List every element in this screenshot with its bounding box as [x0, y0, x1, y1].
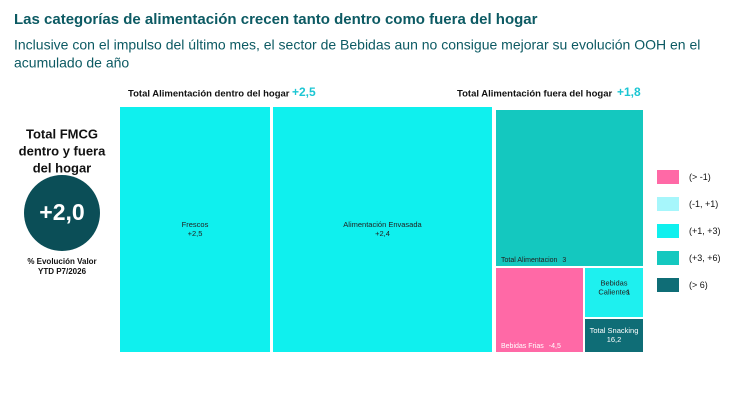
tile-value: +2,5: [188, 229, 203, 238]
tile: [120, 107, 270, 352]
kpi-label: del hogar: [33, 160, 92, 175]
kpi-circle: [24, 175, 100, 251]
tile: [496, 110, 643, 266]
kpi-note: YTD P7/2026: [38, 267, 87, 276]
tile-name: Total Snacking: [590, 326, 639, 335]
group-value: +1,8: [617, 85, 641, 99]
legend-label: (-1, +1): [689, 199, 718, 209]
title: Las categorías de alimentación crecen ta…: [14, 11, 538, 28]
legend-label: (+1, +3): [689, 226, 721, 236]
tile-value: 16,2: [607, 335, 622, 344]
legend-swatch: [657, 224, 679, 238]
legend-label: (> -1): [689, 172, 711, 182]
tile-name: Frescos: [182, 220, 209, 229]
subtitle: acumulado de año: [14, 55, 129, 71]
group-name: Total Alimentación dentro del hogar: [128, 89, 290, 100]
tile: [585, 268, 643, 317]
group-name: Total Alimentación fuera del hogar: [457, 89, 612, 100]
kpi-value: +2,0: [39, 199, 84, 225]
tile-name: Bebidas Frias: [501, 343, 544, 350]
legend-swatch: [657, 197, 679, 211]
group-value: +2,5: [292, 85, 316, 99]
tile-name: Total Alimentacion: [501, 257, 558, 264]
tile-name: Bebidas: [600, 278, 627, 287]
tile-value: 3: [562, 257, 566, 264]
kpi-label: dentro y fuera: [19, 143, 106, 158]
tile-name: Calientes: [598, 287, 630, 296]
legend-swatch: [657, 251, 679, 265]
subtitle: Inclusive con el impulso del último mes,…: [14, 37, 700, 53]
tile-value: 1: [626, 287, 630, 296]
tile-name: Alimentación Envasada: [343, 220, 422, 229]
tile: [273, 107, 492, 352]
legend-swatch: [657, 278, 679, 292]
tile: [585, 319, 643, 352]
kpi-note: % Evolución Valor: [27, 257, 96, 266]
legend-label: (> 6): [689, 280, 708, 290]
tile-value: -4,5: [549, 343, 561, 350]
tile-value: +2,4: [375, 229, 390, 238]
legend-swatch: [657, 170, 679, 184]
kpi-label: Total FMCG: [26, 126, 98, 141]
legend-label: (+3, +6): [689, 253, 721, 263]
tile: [496, 268, 583, 352]
